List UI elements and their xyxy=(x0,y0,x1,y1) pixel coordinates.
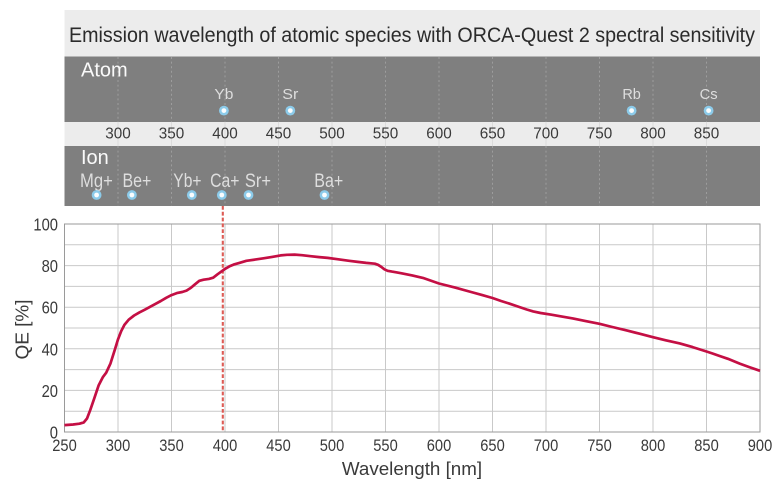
svg-text:350: 350 xyxy=(159,125,185,142)
svg-text:500: 500 xyxy=(319,125,345,142)
svg-text:650: 650 xyxy=(480,125,506,142)
svg-text:Mg+: Mg+ xyxy=(80,171,113,192)
svg-text:QE [%]: QE [%] xyxy=(13,300,33,360)
svg-text:800: 800 xyxy=(641,436,666,455)
svg-text:0: 0 xyxy=(50,423,58,443)
svg-text:250: 250 xyxy=(52,436,77,455)
svg-text:300: 300 xyxy=(106,436,131,455)
svg-text:Ba+: Ba+ xyxy=(314,171,343,192)
svg-text:350: 350 xyxy=(159,436,184,455)
svg-text:Be+: Be+ xyxy=(122,171,151,192)
svg-text:600: 600 xyxy=(426,125,452,142)
svg-text:750: 750 xyxy=(587,436,612,455)
svg-text:650: 650 xyxy=(480,436,505,455)
svg-text:600: 600 xyxy=(427,436,452,455)
svg-text:850: 850 xyxy=(694,436,719,455)
svg-text:100: 100 xyxy=(33,215,58,235)
svg-text:Rb: Rb xyxy=(622,87,641,103)
svg-text:400: 400 xyxy=(213,436,238,455)
svg-text:400: 400 xyxy=(212,125,238,142)
svg-text:550: 550 xyxy=(373,125,399,142)
svg-text:60: 60 xyxy=(42,298,59,318)
svg-text:20: 20 xyxy=(42,381,59,401)
svg-text:Sr+: Sr+ xyxy=(245,171,271,192)
svg-text:750: 750 xyxy=(587,125,613,142)
svg-text:450: 450 xyxy=(266,125,292,142)
svg-text:Sr: Sr xyxy=(282,87,298,103)
svg-text:Wavelength [nm]: Wavelength [nm] xyxy=(342,459,482,479)
svg-text:850: 850 xyxy=(694,125,720,142)
svg-text:Cs: Cs xyxy=(700,87,718,103)
svg-text:700: 700 xyxy=(534,436,559,455)
svg-text:Ca+: Ca+ xyxy=(210,171,239,192)
svg-text:450: 450 xyxy=(266,436,291,455)
svg-text:Ion: Ion xyxy=(81,147,109,169)
svg-text:Atom: Atom xyxy=(81,60,128,82)
svg-text:300: 300 xyxy=(105,125,131,142)
svg-text:800: 800 xyxy=(640,125,666,142)
svg-text:80: 80 xyxy=(42,256,59,276)
svg-text:900: 900 xyxy=(748,436,773,455)
svg-text:Yb+: Yb+ xyxy=(173,171,201,192)
svg-text:500: 500 xyxy=(320,436,345,455)
svg-text:Yb: Yb xyxy=(214,87,233,103)
svg-text:40: 40 xyxy=(42,339,59,359)
svg-text:Emission wavelength of atomic: Emission wavelength of atomic species wi… xyxy=(69,24,755,47)
svg-text:700: 700 xyxy=(533,125,559,142)
svg-text:550: 550 xyxy=(373,436,398,455)
